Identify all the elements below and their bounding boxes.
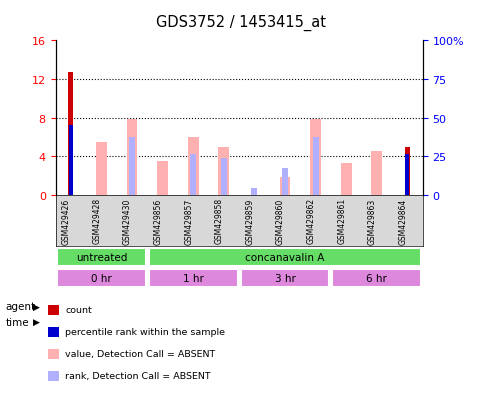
Text: count: count xyxy=(65,306,92,315)
Bar xyxy=(405,155,410,195)
Text: GSM429859: GSM429859 xyxy=(245,198,255,244)
Bar xyxy=(332,270,421,287)
Bar xyxy=(252,188,257,195)
Text: GSM429858: GSM429858 xyxy=(215,198,224,244)
Text: GSM429862: GSM429862 xyxy=(307,198,315,244)
Bar xyxy=(57,248,146,266)
Text: ▶: ▶ xyxy=(33,317,40,326)
Bar xyxy=(157,161,168,195)
Text: GSM429863: GSM429863 xyxy=(368,198,377,244)
Text: agent: agent xyxy=(6,301,36,311)
Text: concanavalin A: concanavalin A xyxy=(245,252,325,262)
Text: value, Detection Call = ABSENT: value, Detection Call = ABSENT xyxy=(65,349,215,358)
Text: GSM429856: GSM429856 xyxy=(154,198,163,244)
Bar xyxy=(149,270,238,287)
Text: percentile rank within the sample: percentile rank within the sample xyxy=(65,328,225,337)
Text: 0 hr: 0 hr xyxy=(91,273,112,283)
Text: ▶: ▶ xyxy=(33,302,40,311)
Bar xyxy=(371,152,382,195)
Text: GSM429864: GSM429864 xyxy=(398,198,407,244)
Text: time: time xyxy=(6,317,29,327)
Bar xyxy=(221,159,227,195)
Bar xyxy=(69,126,73,195)
Text: GSM429861: GSM429861 xyxy=(337,198,346,244)
Bar xyxy=(149,248,421,266)
Bar xyxy=(241,270,329,287)
Bar xyxy=(218,147,229,195)
Bar xyxy=(129,138,135,195)
Bar xyxy=(188,138,199,195)
Text: GSM429857: GSM429857 xyxy=(184,198,193,244)
Bar xyxy=(57,270,146,287)
Text: 6 hr: 6 hr xyxy=(366,273,387,283)
Text: GSM429860: GSM429860 xyxy=(276,198,285,244)
Bar xyxy=(405,147,410,195)
Text: 3 hr: 3 hr xyxy=(274,273,296,283)
Text: GSM429430: GSM429430 xyxy=(123,198,132,244)
Bar xyxy=(280,178,290,195)
Bar xyxy=(69,73,73,195)
Bar xyxy=(282,169,288,195)
Bar xyxy=(190,155,196,195)
Text: GSM429426: GSM429426 xyxy=(62,198,71,244)
Text: GDS3752 / 1453415_at: GDS3752 / 1453415_at xyxy=(156,15,327,31)
Text: GSM429428: GSM429428 xyxy=(92,198,101,244)
Bar xyxy=(127,119,137,195)
Bar xyxy=(341,164,352,195)
Bar xyxy=(313,138,318,195)
Bar xyxy=(310,119,321,195)
Bar xyxy=(96,142,107,195)
Text: untreated: untreated xyxy=(76,252,127,262)
Text: 1 hr: 1 hr xyxy=(183,273,204,283)
Text: rank, Detection Call = ABSENT: rank, Detection Call = ABSENT xyxy=(65,371,211,380)
